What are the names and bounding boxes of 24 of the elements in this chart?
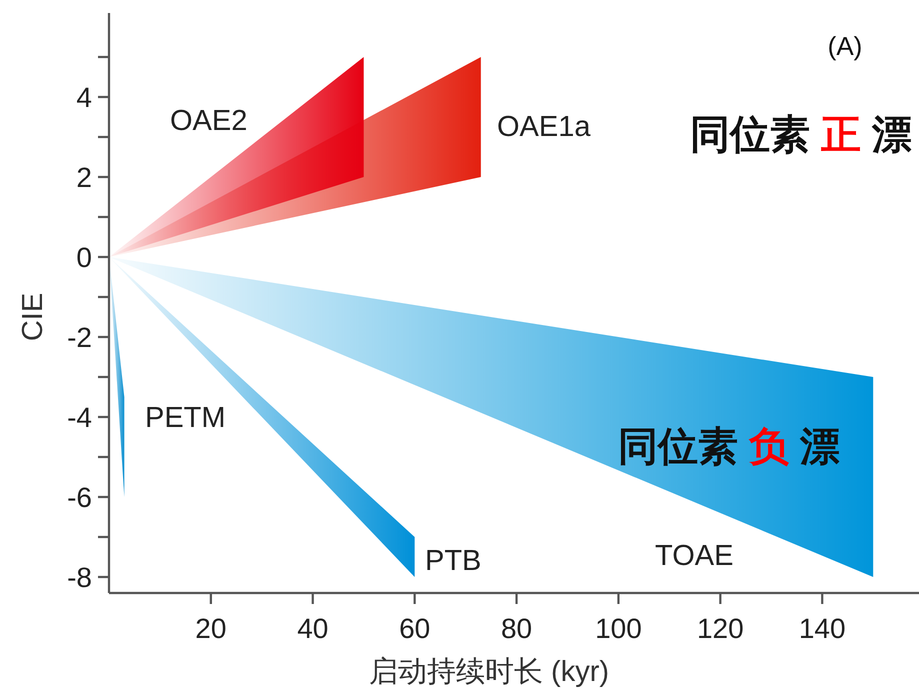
y-tick-label: 0 [76,242,92,273]
y-tick-label: -2 [67,322,92,353]
y-tick-label: 4 [76,82,92,113]
x-tick-label: 140 [798,613,846,644]
y-tick-label: -6 [67,482,92,513]
x-axis-title: 启动持续时长 (kyr) [368,656,610,688]
y-tick-label: 2 [76,162,92,193]
series-label: PTB [425,545,482,577]
x-tick-label: 40 [297,613,328,644]
x-tick-label: 120 [696,613,744,644]
series-label: OAE2 [170,105,248,137]
series-label: TOAE [655,540,734,572]
x-tick-label: 20 [195,613,226,644]
x-tick-label: 80 [500,613,532,644]
y-axis-title: CIE [17,292,49,342]
annotation: 同位素 负 漂 [618,425,840,469]
annotation: (A) [828,31,862,61]
x-tick-label: 100 [595,613,642,644]
y-tick-label: -8 [67,562,92,593]
series-label: OAE1a [497,111,592,143]
series-label: PETM [145,402,226,434]
annotation: 同位素 正 漂 [690,113,912,157]
y-tick-label: -4 [67,402,92,433]
x-tick-label: 60 [399,613,430,644]
